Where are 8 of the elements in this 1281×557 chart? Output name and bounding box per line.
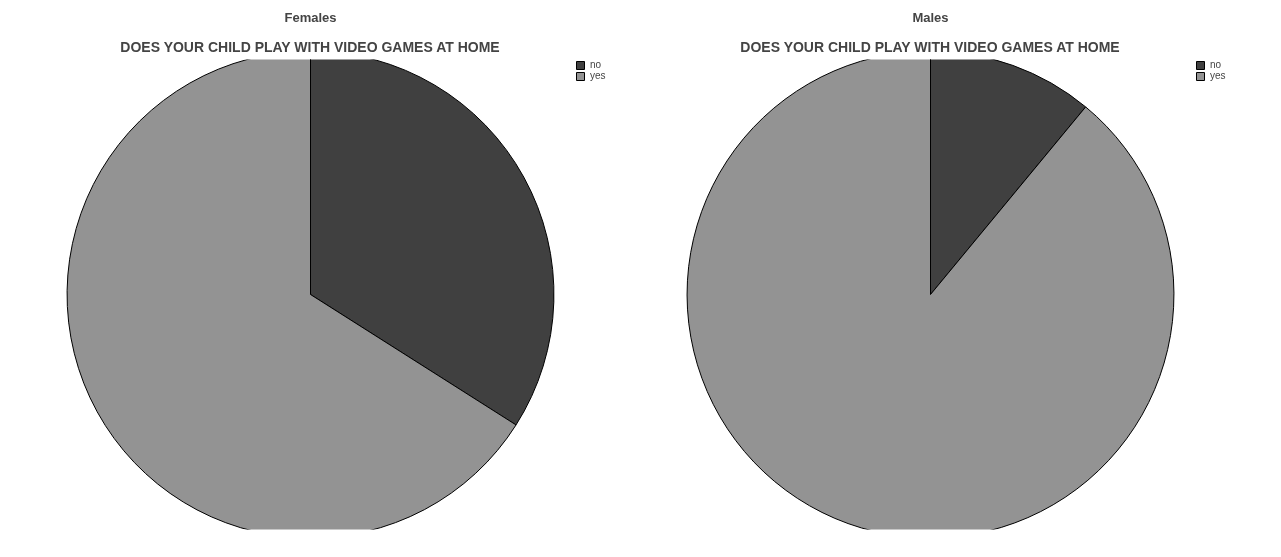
chart-subtitle: DOES YOUR CHILD PLAY WITH VIDEO GAMES AT HOME: [740, 38, 1120, 55]
chart-title: Males: [912, 9, 949, 25]
legend-label: no: [1210, 59, 1223, 70]
legend-label: no: [590, 59, 603, 70]
chart-title: Females: [284, 9, 337, 25]
legend-label: yes: [590, 70, 607, 81]
legend-label: yes: [1210, 70, 1227, 81]
chart-subtitle: DOES YOUR CHILD PLAY WITH VIDEO GAMES AT HOME: [120, 38, 500, 55]
